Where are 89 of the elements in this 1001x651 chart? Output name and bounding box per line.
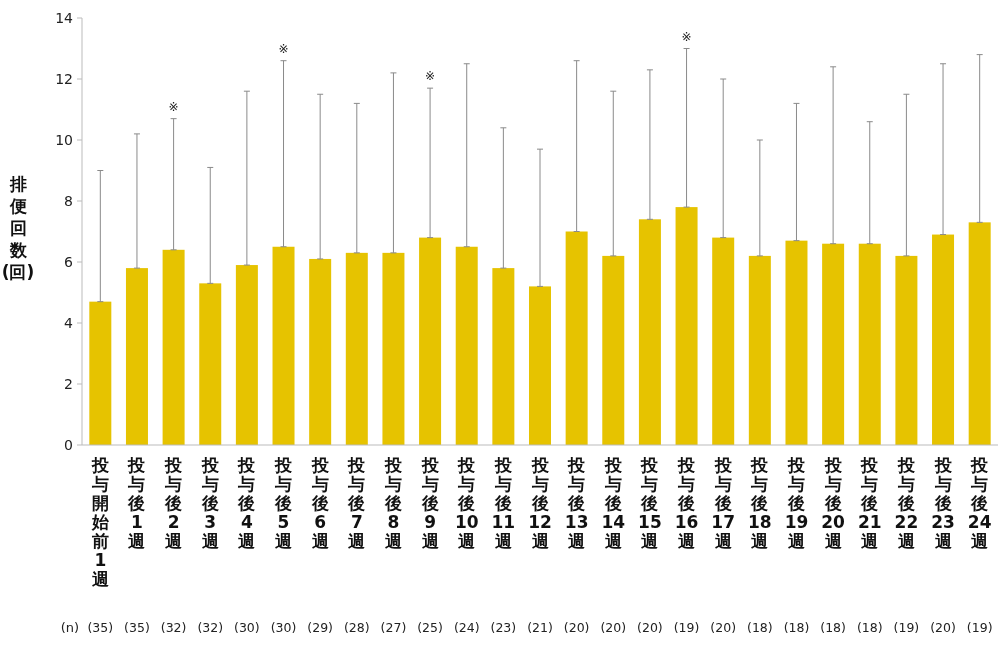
y-tick-label: 14 <box>55 9 74 26</box>
text: (25) <box>417 620 443 635</box>
text: (27) <box>380 620 407 635</box>
bar <box>345 252 368 445</box>
bar <box>382 252 405 445</box>
bar <box>565 231 588 445</box>
bar <box>455 246 478 445</box>
text: (18) <box>747 620 773 635</box>
annotation: ※ <box>681 29 692 44</box>
bar <box>968 222 991 445</box>
text: (32) <box>197 620 224 635</box>
bar <box>162 249 185 445</box>
y-tick-label: 0 <box>64 436 73 453</box>
text: (19) <box>966 620 993 635</box>
x-tick-label: 投与後19週 <box>784 455 809 551</box>
x-tick-label: 投与後10週 <box>454 455 479 551</box>
text: (18) <box>783 620 810 635</box>
annotation: ※ <box>425 69 436 84</box>
y-axis-title: 排便回数(回) <box>1 174 35 282</box>
x-tick-label: 投与後4週 <box>237 455 257 551</box>
text: (30) <box>270 620 297 635</box>
bar <box>895 255 918 445</box>
text: (20) <box>600 620 627 635</box>
x-tick-label: 投与後17週 <box>711 455 736 551</box>
x-tick-label: 投与後14週 <box>601 455 626 551</box>
x-tick-label: 投与後12週 <box>528 455 552 551</box>
x-tick-label: 投与後24週 <box>967 455 992 551</box>
x-tick-label: 投与後9週 <box>420 455 440 551</box>
text: (20) <box>563 620 590 635</box>
text: (35) <box>87 620 114 635</box>
x-tick-label: 投与後11週 <box>491 455 516 551</box>
text: (29) <box>307 620 333 635</box>
text: (30) <box>234 620 260 635</box>
text: (18) <box>820 620 846 635</box>
bar <box>748 255 771 445</box>
x-tick-label: 投与開始前1週 <box>90 455 110 589</box>
y-tick-label: 8 <box>64 192 73 209</box>
x-tick-label: 投与後1週 <box>127 455 147 551</box>
annotation: ※ <box>168 99 179 114</box>
x-tick-label: 投与後21週 <box>857 455 882 551</box>
x-tick-label: 投与後13週 <box>564 455 589 551</box>
bar <box>89 301 112 445</box>
y-tick-label: 12 <box>55 70 73 87</box>
x-tick-label: 投与後6週 <box>310 455 330 551</box>
text: (24) <box>453 620 480 635</box>
bar <box>235 265 258 445</box>
bar <box>125 268 148 445</box>
annotation: ※ <box>278 41 289 56</box>
x-tick-label: 投与後15週 <box>638 455 662 551</box>
text: (35) <box>124 620 150 635</box>
bar <box>602 255 625 445</box>
x-tick-label: 投与後23週 <box>931 455 955 551</box>
bar <box>529 286 551 445</box>
x-tick-label: 投与後2週 <box>164 455 184 551</box>
bar <box>675 207 698 445</box>
bar <box>822 243 845 445</box>
text: (20) <box>637 620 663 635</box>
bar <box>309 258 332 445</box>
y-tick-label: 10 <box>55 131 73 148</box>
bar <box>272 246 295 445</box>
bar <box>932 234 955 445</box>
bar <box>858 243 881 445</box>
x-tick-label: 投与後8週 <box>383 455 403 551</box>
text: (32) <box>160 620 187 635</box>
x-tick-label: 投与後22週 <box>894 455 919 551</box>
y-tick-label: 2 <box>64 375 73 392</box>
bar <box>492 268 515 445</box>
text: (19) <box>893 620 920 635</box>
bar <box>712 237 735 445</box>
x-tick-label: 投与後3週 <box>200 455 220 551</box>
bar <box>638 219 661 445</box>
x-tick-label: 投与後5週 <box>274 455 294 551</box>
text: (20) <box>930 620 956 635</box>
text: (18) <box>856 620 883 635</box>
bar <box>785 240 808 445</box>
y-tick-label: 4 <box>64 314 74 331</box>
x-tick-label: 投与後16週 <box>674 455 699 551</box>
y-tick-label: 6 <box>64 253 74 270</box>
text: (21) <box>527 620 553 635</box>
x-tick-label: 投与後7週 <box>347 455 367 551</box>
x-tick-label: 投与後20週 <box>821 455 846 551</box>
bar <box>199 283 222 445</box>
text: (28) <box>343 620 370 635</box>
text: (20) <box>710 620 737 635</box>
x-tick-label: 投与後18週 <box>748 455 772 551</box>
text: (19) <box>673 620 700 635</box>
text: (n) <box>60 620 80 635</box>
text: (23) <box>490 620 517 635</box>
bar <box>419 237 442 445</box>
